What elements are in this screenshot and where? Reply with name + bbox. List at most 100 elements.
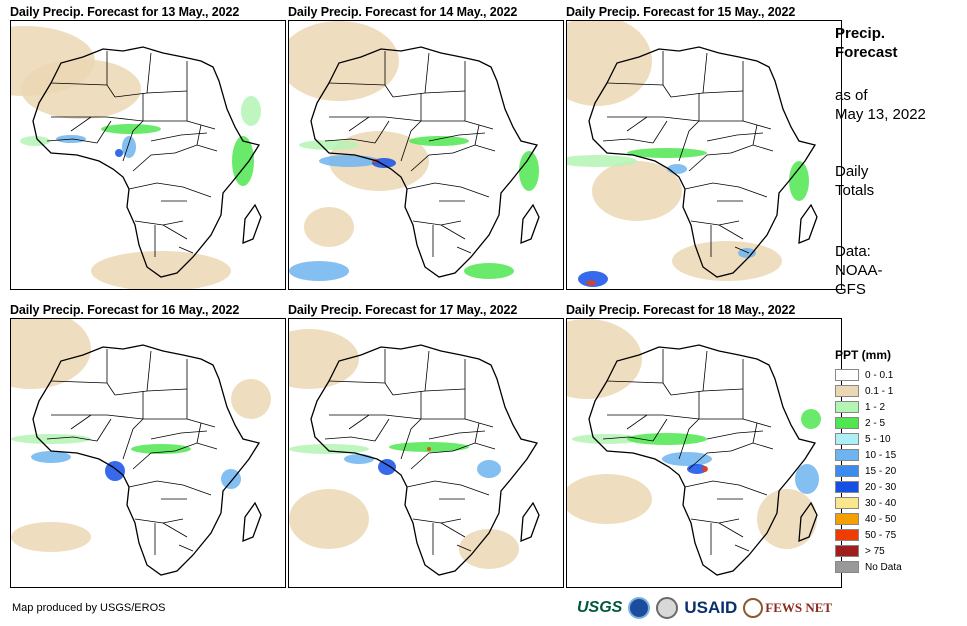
country-border — [730, 144, 774, 154]
legend-swatch — [835, 513, 859, 525]
legend-item: 15 - 20 — [835, 463, 902, 479]
precip-area — [586, 280, 596, 286]
forecast-panel: Daily Precip. Forecast for 18 May., 2022 — [566, 302, 842, 588]
precip-area — [578, 271, 608, 287]
data-source-line: Data: — [835, 243, 871, 260]
legend-swatch — [835, 497, 859, 509]
country-border — [70, 414, 92, 430]
country-border — [440, 224, 466, 240]
legend-label: 20 - 30 — [865, 481, 897, 493]
precip-area — [11, 319, 91, 389]
country-border — [706, 430, 764, 440]
country-border — [678, 418, 700, 460]
forecast-panel: Daily Precip. Forecast for 13 May., 2022 — [10, 4, 286, 290]
legend-item: 0.1 - 1 — [835, 383, 902, 399]
seal-logo-icon — [656, 597, 679, 619]
country-border — [122, 418, 144, 460]
country-border — [424, 52, 430, 94]
precip-area — [131, 444, 191, 454]
country-borders — [310, 46, 540, 278]
legend-swatch — [835, 401, 859, 413]
country-border — [348, 414, 370, 430]
country-border — [752, 124, 758, 146]
precip-area — [241, 96, 261, 126]
precip-map — [566, 20, 842, 290]
legend-item: 40 - 50 — [835, 511, 902, 527]
country-border — [424, 350, 430, 392]
country-border — [670, 388, 744, 396]
coastline — [798, 501, 818, 542]
country-border — [128, 182, 212, 198]
country-border — [678, 120, 700, 162]
country-border — [134, 220, 184, 226]
country-border — [474, 422, 480, 444]
country-border — [174, 144, 218, 154]
country-border — [150, 132, 208, 142]
country-border — [196, 124, 202, 146]
legend-swatch — [835, 369, 859, 381]
precip-area — [289, 261, 349, 281]
data-source-line: NOAA- — [835, 262, 883, 279]
coastline — [588, 344, 817, 576]
totals-line: Daily — [835, 163, 869, 180]
precip-area — [789, 161, 809, 201]
country-border — [392, 388, 466, 396]
country-border — [690, 518, 740, 524]
precip-area — [20, 136, 50, 146]
country-border — [196, 422, 202, 444]
precip-area — [221, 469, 241, 489]
country-border — [752, 422, 758, 444]
country-border — [329, 116, 422, 122]
precip-area — [567, 474, 652, 524]
usaid-logo: USAID — [684, 598, 738, 617]
precip-area — [231, 379, 271, 419]
precip-area — [702, 466, 708, 472]
forecast-panel: Daily Precip. Forecast for 17 May., 2022 — [288, 302, 564, 588]
country-border — [688, 450, 732, 470]
legend-swatch — [835, 545, 859, 557]
precip-area — [427, 447, 431, 451]
legend-label: 0.1 - 1 — [865, 385, 894, 397]
precip-area — [304, 207, 354, 247]
panel-title: Daily Precip. Forecast for 15 May., 2022 — [566, 5, 796, 19]
legend-label: 50 - 75 — [865, 529, 897, 541]
country-border — [421, 418, 494, 428]
precip-area — [662, 452, 712, 466]
country-border — [456, 544, 472, 552]
country-border — [132, 152, 176, 172]
country-border — [718, 522, 744, 538]
legend-label: No Data — [865, 561, 902, 573]
precip-area — [795, 464, 819, 494]
country-border — [146, 52, 152, 94]
panel-title: Daily Precip. Forecast for 13 May., 2022 — [10, 5, 240, 19]
precip-area — [372, 158, 396, 168]
totals-line: Totals — [835, 182, 875, 199]
country-border — [406, 182, 490, 198]
legend-label: 15 - 20 — [865, 465, 897, 477]
forecast-panel: Daily Precip. Forecast for 14 May., 2022 — [288, 4, 564, 290]
precip-area — [464, 263, 514, 279]
country-border — [452, 144, 496, 154]
country-border — [150, 430, 208, 440]
country-border — [348, 116, 370, 132]
precip-area — [567, 155, 637, 167]
coastline — [588, 46, 817, 278]
country-border — [602, 138, 654, 144]
country-border — [96, 120, 112, 144]
country-border — [329, 414, 422, 420]
as-of-line: May 13, 2022 — [835, 106, 926, 123]
country-border — [51, 414, 144, 420]
data-source-line: GFS — [835, 281, 866, 298]
side-title-line: Precip. — [835, 25, 886, 42]
country-border — [626, 116, 648, 132]
legend-label: 2 - 5 — [865, 417, 886, 429]
precip-area — [627, 148, 707, 158]
coastline — [242, 203, 262, 244]
precip-map — [10, 20, 286, 290]
precip-area — [232, 136, 254, 186]
legend-item: No Data — [835, 559, 902, 575]
coastline — [242, 501, 262, 542]
country-border — [406, 480, 490, 496]
coastline — [32, 46, 261, 278]
country-border — [428, 132, 486, 142]
